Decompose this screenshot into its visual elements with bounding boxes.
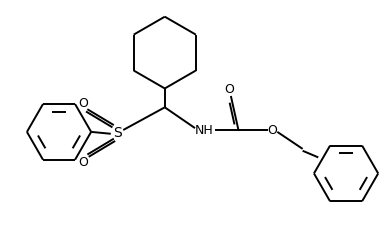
Text: O: O bbox=[224, 83, 234, 96]
Text: O: O bbox=[78, 96, 88, 109]
Text: O: O bbox=[268, 124, 277, 137]
Text: O: O bbox=[78, 155, 88, 168]
Text: NH: NH bbox=[195, 124, 214, 137]
Text: S: S bbox=[113, 125, 122, 139]
